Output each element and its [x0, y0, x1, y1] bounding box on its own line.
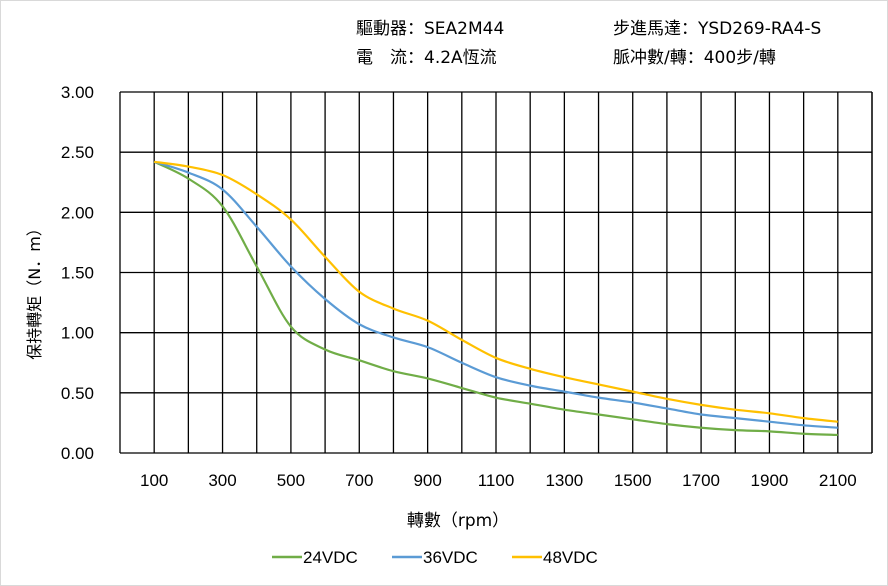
- motor-label: 步進馬達：: [613, 19, 698, 39]
- driver-label: 驅動器：: [356, 19, 424, 39]
- motor-value: YSD269-RA4-S: [698, 19, 822, 39]
- x-tick-label: 300: [208, 471, 236, 490]
- series-line-36vdc: [153, 160, 838, 429]
- y-tick-label: 1.50: [61, 264, 94, 283]
- y-tick-label: 3.00: [61, 83, 94, 102]
- x-tick-label: 900: [413, 471, 441, 490]
- y-axis-label: 保持轉矩（N．m）: [25, 220, 44, 360]
- y-tick-label: 2.00: [61, 203, 94, 222]
- current-info: 電 流：4.2A恆流: [356, 43, 497, 68]
- y-tick-label: 0.00: [61, 444, 94, 463]
- pulse-label: 脈冲數/轉：: [613, 48, 704, 68]
- x-axis-label: 轉數（rpm）: [407, 511, 509, 531]
- driver-info: 驅動器：SEA2M44: [356, 14, 504, 39]
- x-tick-label: 1300: [545, 471, 583, 490]
- x-tick-label: 500: [277, 471, 305, 490]
- current-value: 4.2A恆流: [424, 48, 497, 68]
- x-tick-label: 1900: [751, 471, 789, 490]
- y-tick-label: 0.50: [61, 384, 94, 403]
- motor-info: 步進馬達：YSD269-RA4-S: [613, 14, 821, 39]
- y-tick-label: 2.50: [61, 143, 94, 162]
- driver-value: SEA2M44: [424, 19, 505, 39]
- pulse-info: 脈冲數/轉：400步/轉: [613, 43, 776, 68]
- legend-label-48vdc: 48VDC: [543, 548, 598, 567]
- legend-label-36vdc: 36VDC: [423, 548, 478, 567]
- grid: [119, 91, 873, 454]
- series-line-24vdc: [153, 160, 838, 437]
- legend: 24VDC 36VDC 48VDC: [272, 548, 598, 567]
- y-tick-label: 1.00: [61, 324, 94, 343]
- series-line-48vdc: [154, 160, 838, 423]
- current-label: 電 流：: [356, 48, 424, 68]
- x-tick-label: 1700: [682, 471, 720, 490]
- pulse-value: 400步/轉: [703, 48, 776, 68]
- x-tick-label: 2100: [819, 471, 857, 490]
- x-tick-label: 700: [345, 471, 373, 490]
- legend-label-24vdc: 24VDC: [303, 548, 358, 567]
- x-tick-label: 1100: [478, 471, 515, 490]
- x-tick-label: 1500: [614, 471, 652, 490]
- tick-labels: 0.00 0.50 1.00 1.50 2.00 2.50 3.00 100 300 500 700…: [61, 83, 857, 490]
- series-lines: [153, 160, 838, 437]
- x-tick-label: 100: [140, 471, 168, 490]
